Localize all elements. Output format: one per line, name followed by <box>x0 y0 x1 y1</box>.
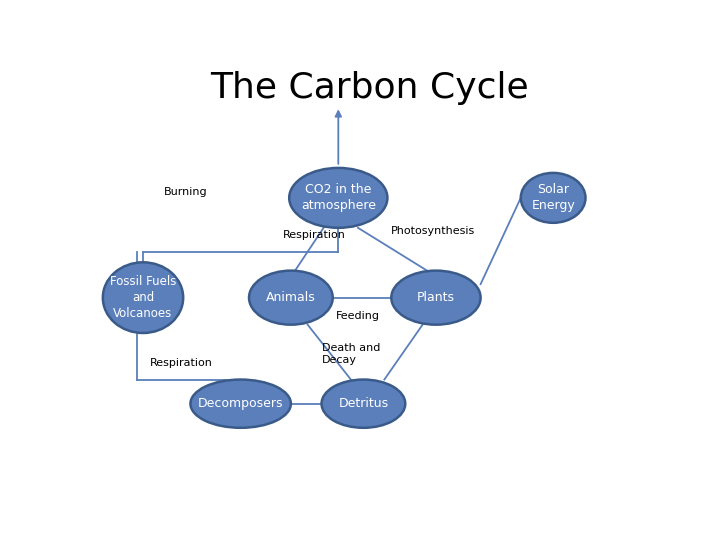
Ellipse shape <box>249 271 333 325</box>
Ellipse shape <box>103 262 183 333</box>
Text: Death and
Decay: Death and Decay <box>322 343 380 364</box>
Text: Plants: Plants <box>417 291 455 304</box>
Text: Feeding: Feeding <box>336 311 379 321</box>
Text: CO2 in the
atmosphere: CO2 in the atmosphere <box>301 184 376 212</box>
Ellipse shape <box>289 168 387 228</box>
Ellipse shape <box>392 271 481 325</box>
Text: Respiration: Respiration <box>150 358 213 368</box>
Ellipse shape <box>521 173 585 223</box>
Text: Burning: Burning <box>163 187 207 197</box>
Text: Detritus: Detritus <box>338 397 389 410</box>
Text: The Carbon Cycle: The Carbon Cycle <box>210 71 528 105</box>
Ellipse shape <box>322 380 405 428</box>
Text: Solar
Energy: Solar Energy <box>531 184 575 212</box>
Text: Animals: Animals <box>266 291 316 304</box>
Text: Fossil Fuels
and
Volcanoes: Fossil Fuels and Volcanoes <box>110 275 176 320</box>
Text: Respiration: Respiration <box>282 230 346 240</box>
Text: Photosynthesis: Photosynthesis <box>392 226 476 236</box>
Text: Decomposers: Decomposers <box>198 397 284 410</box>
Ellipse shape <box>190 380 291 428</box>
